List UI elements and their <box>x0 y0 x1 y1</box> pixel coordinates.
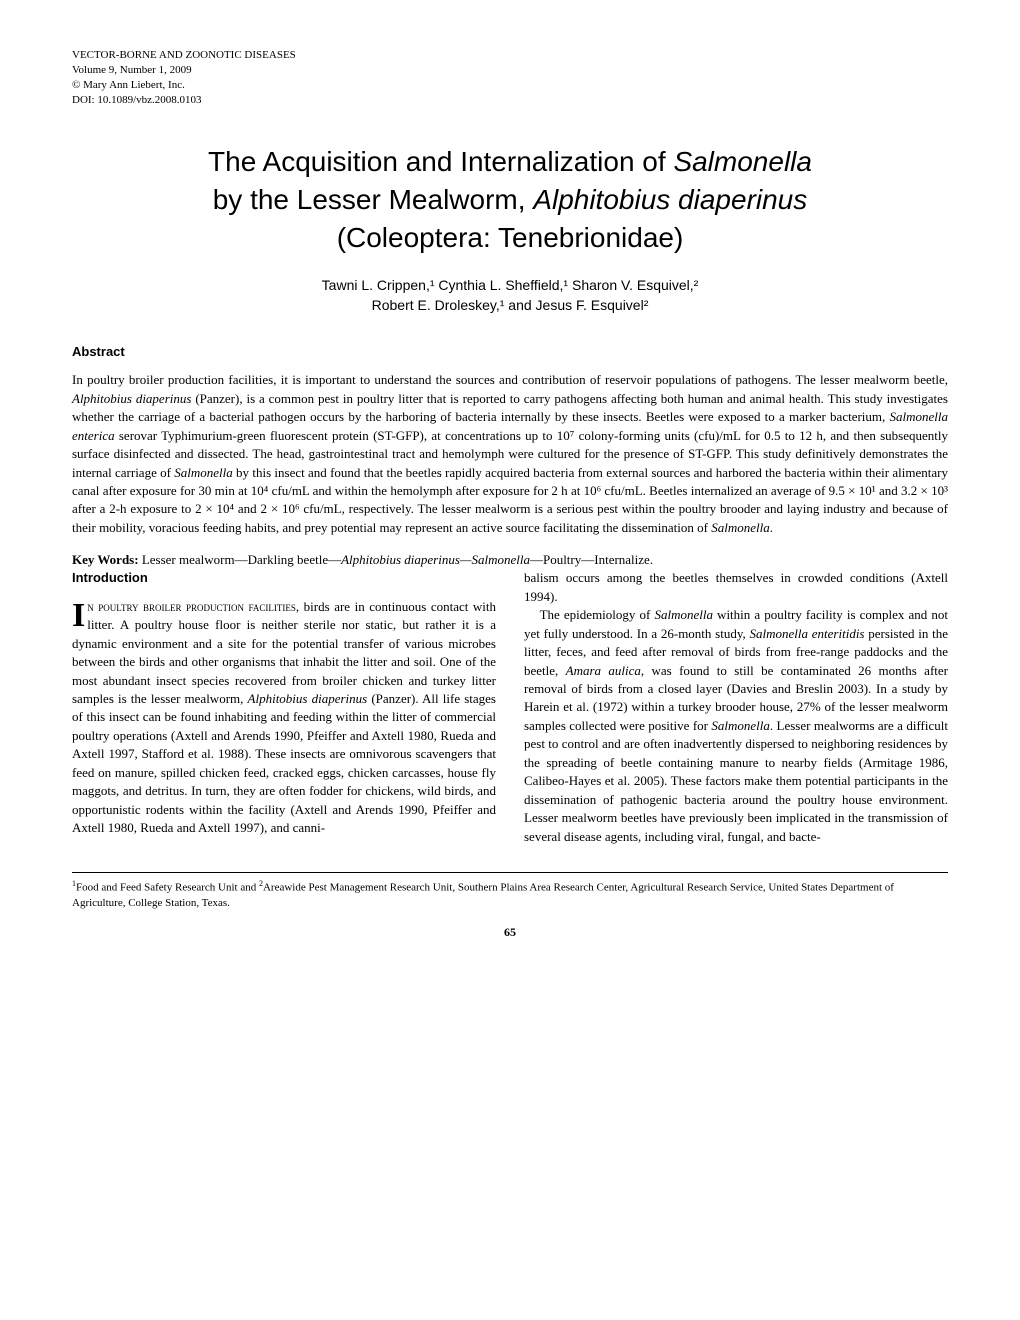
title-mid1: by the Lesser Mealworm, <box>213 184 534 215</box>
journal-name: VECTOR-BORNE AND ZOONOTIC DISEASES <box>72 48 948 63</box>
paper-title: The Acquisition and Internalization of S… <box>72 143 948 256</box>
page-number: 65 <box>72 924 948 941</box>
title-italic-2: Alphitobius diaperinus <box>533 184 807 215</box>
journal-meta: VECTOR-BORNE AND ZOONOTIC DISEASES Volum… <box>72 48 948 107</box>
intro-paragraph-right-2: The epidemiology of Salmonella within a … <box>524 606 948 846</box>
journal-volume: Volume 9, Number 1, 2009 <box>72 63 948 78</box>
two-column-body: Introduction In poultry broiler producti… <box>72 569 948 846</box>
intro-paragraph-left: In poultry broiler production facilities… <box>72 598 496 838</box>
footnote-rule <box>72 872 948 873</box>
intro-paragraph-right-1: balism occurs among the beetles themselv… <box>524 569 948 606</box>
footnote: 1Food and Feed Safety Research Unit and … <box>72 879 948 910</box>
title-block: The Acquisition and Internalization of S… <box>72 143 948 315</box>
authors-line-2: Robert E. Droleskey,¹ and Jesus F. Esqui… <box>72 295 948 315</box>
left-column: Introduction In poultry broiler producti… <box>72 569 496 846</box>
authors: Tawni L. Crippen,¹ Cynthia L. Sheffield,… <box>72 275 948 316</box>
right-column: balism occurs among the beetles themselv… <box>524 569 948 846</box>
journal-doi: DOI: 10.1089/vbz.2008.0103 <box>72 93 948 108</box>
authors-line-1: Tawni L. Crippen,¹ Cynthia L. Sheffield,… <box>72 275 948 295</box>
keywords: Key Words: Lesser mealworm—Darkling beet… <box>72 551 948 569</box>
abstract-body: In poultry broiler production facilities… <box>72 371 948 537</box>
abstract-heading: Abstract <box>72 343 948 361</box>
title-post: (Coleoptera: Tenebrionidae) <box>337 222 684 253</box>
keywords-text: Lesser mealworm—Darkling beetle—Alphitob… <box>139 552 654 567</box>
title-italic-1: Salmonella <box>673 146 812 177</box>
title-pre: The Acquisition and Internalization of <box>208 146 673 177</box>
keywords-label: Key Words: <box>72 552 139 567</box>
introduction-heading: Introduction <box>72 569 496 587</box>
journal-copyright: © Mary Ann Liebert, Inc. <box>72 78 948 93</box>
